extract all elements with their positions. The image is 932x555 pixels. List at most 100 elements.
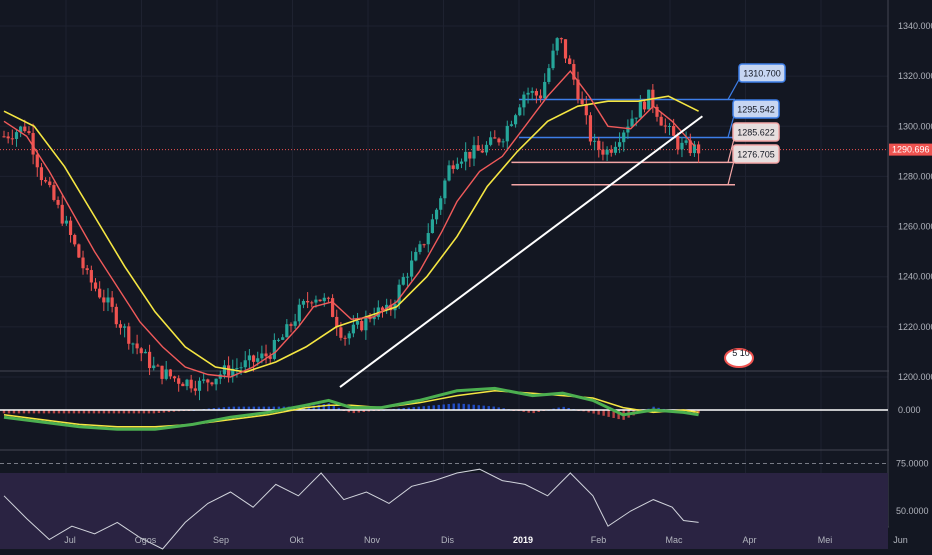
price-tick-label: 1340.000 [898,21,932,31]
macd-histogram-bar [62,410,66,414]
candle-body [123,326,127,328]
macd-histogram-bar [557,407,560,410]
candle-body [426,233,430,245]
price-tick-label: 1200.000 [898,372,932,382]
candle-body [64,220,68,224]
macd-histogram-bar [402,408,405,410]
candle-body [85,268,89,271]
candle-body [35,154,39,168]
macd-histogram-bar [57,410,61,414]
candle-body [77,244,81,258]
candle-body [156,365,160,367]
price-axis[interactable]: 1200.000 1220.000 1240.000 1260.000 1280.000… [889,0,932,555]
macd-histogram-bar [312,405,316,410]
candle-body [114,306,118,325]
macd-histogram-bar [222,407,226,410]
macd-histogram-bar [132,410,136,414]
candle-body [480,150,484,153]
macd-histogram-bar [172,410,176,412]
macd-histogram-bar [522,410,525,412]
candle-body [451,165,455,169]
macd-histogram-bar [167,410,171,413]
candle-body [52,185,56,200]
candle-body [48,181,52,186]
macd-histogram-bar [592,410,595,414]
time-tick-label: Okt [289,535,304,545]
candle-body [172,376,177,379]
macd-histogram-bar [32,410,36,414]
macd-histogram-bar [77,410,81,414]
macd-histogram-bar [652,406,655,410]
candle-body [110,297,114,307]
macd-histogram-bar [152,410,156,414]
candle-body [81,257,85,269]
candle-body [301,301,306,305]
rsi-line [3,468,699,550]
time-tick-label: Mei [818,535,833,545]
macd-histogram-bar [352,410,355,414]
indicator-badge[interactable]: 5 10 [724,348,754,368]
macd-histogram-bar [567,407,570,410]
trendline [339,115,703,388]
candle-body [364,316,368,331]
macd-histogram-bar [12,410,16,414]
candle-body [23,126,27,132]
rsi-tick-label: 50.0000 [896,506,929,516]
candle-body [551,50,555,69]
candle-body [663,125,667,127]
time-tick-label: Apr [742,535,756,545]
macd-histogram-bar [87,410,91,414]
time-tick-label: Jun [893,535,908,545]
macd-histogram-bar [252,406,256,410]
candle-body [231,368,235,376]
macd-histogram-bar [477,405,480,410]
candle-body [73,234,77,245]
candle-body [572,64,576,80]
candle-body [555,38,559,51]
macd-histogram-bar [457,403,460,410]
candle-body [472,145,476,159]
macd-histogram-bar [422,406,425,410]
macd-histogram-bar [127,410,131,414]
candle-body [306,301,310,303]
candle-body [251,355,256,362]
macd-histogram-bar [27,410,31,414]
candle-body [202,379,206,381]
candle-body [118,324,123,328]
candle-body [43,180,48,182]
time-tick-label: Jul [64,535,76,545]
candle-body [638,101,642,118]
macd-histogram-bar [2,410,6,414]
candle-body [401,277,405,285]
time-tick-label: Dis [441,535,454,545]
time-axis[interactable]: Jul Ogos Sep Okt Nov Dis 2019 Feb Mac Apr Mei Jun [64,535,908,545]
candle-body [347,333,351,339]
macd-histogram-bar [107,410,111,414]
candle-body [147,351,152,369]
level-label-text: 1285.622 [737,128,775,138]
candle-body [659,116,663,126]
time-tick-label: Sep [213,535,229,545]
candle-body [522,94,526,108]
level-layer [0,98,888,186]
candle-body [339,327,343,338]
candle-body [634,117,638,119]
macd-histogram-bar [102,410,106,414]
macd-histogram-bar [442,404,445,410]
macd-histogram-bar [617,410,620,420]
candle-body [268,356,272,359]
candle-body [335,316,339,328]
candle-body [177,378,181,384]
price-axis-bg [889,0,932,550]
candle-body [534,91,538,96]
macd-histogram-bar [497,407,500,410]
macd-histogram-bar [537,410,540,412]
candle-body [314,299,318,303]
macd-histogram-bar [432,405,435,410]
candle-body [168,369,172,377]
candle-body [676,135,680,150]
macd-histogram-bar [277,406,281,410]
candle-body [6,136,10,139]
candle-body [397,284,401,304]
